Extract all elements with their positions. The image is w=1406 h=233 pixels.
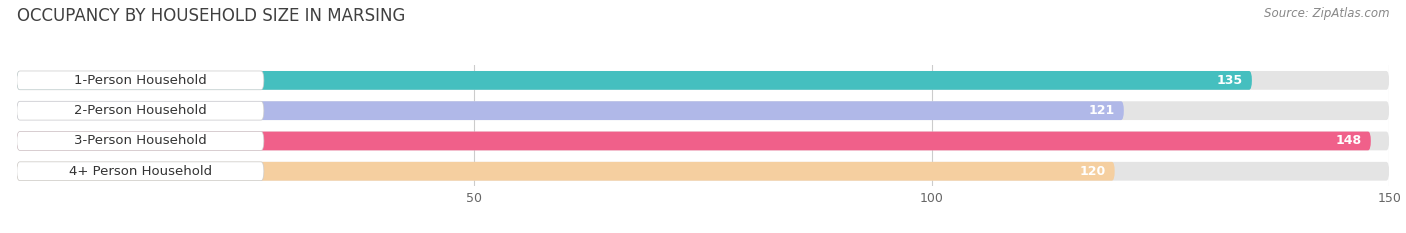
FancyBboxPatch shape: [17, 162, 1389, 181]
FancyBboxPatch shape: [17, 132, 264, 150]
FancyBboxPatch shape: [17, 132, 1389, 150]
Text: 4+ Person Household: 4+ Person Household: [69, 165, 212, 178]
Text: 1-Person Household: 1-Person Household: [75, 74, 207, 87]
FancyBboxPatch shape: [17, 101, 1123, 120]
Text: 121: 121: [1088, 104, 1115, 117]
FancyBboxPatch shape: [17, 71, 264, 90]
Text: 120: 120: [1080, 165, 1105, 178]
FancyBboxPatch shape: [17, 101, 1389, 120]
Text: OCCUPANCY BY HOUSEHOLD SIZE IN MARSING: OCCUPANCY BY HOUSEHOLD SIZE IN MARSING: [17, 7, 405, 25]
FancyBboxPatch shape: [17, 132, 1371, 150]
Text: 135: 135: [1216, 74, 1243, 87]
Text: 2-Person Household: 2-Person Household: [75, 104, 207, 117]
Text: 148: 148: [1336, 134, 1361, 147]
Text: 3-Person Household: 3-Person Household: [75, 134, 207, 147]
FancyBboxPatch shape: [17, 162, 1115, 181]
FancyBboxPatch shape: [17, 101, 264, 120]
Text: Source: ZipAtlas.com: Source: ZipAtlas.com: [1264, 7, 1389, 20]
FancyBboxPatch shape: [17, 71, 1251, 90]
FancyBboxPatch shape: [17, 162, 264, 181]
FancyBboxPatch shape: [17, 71, 1389, 90]
